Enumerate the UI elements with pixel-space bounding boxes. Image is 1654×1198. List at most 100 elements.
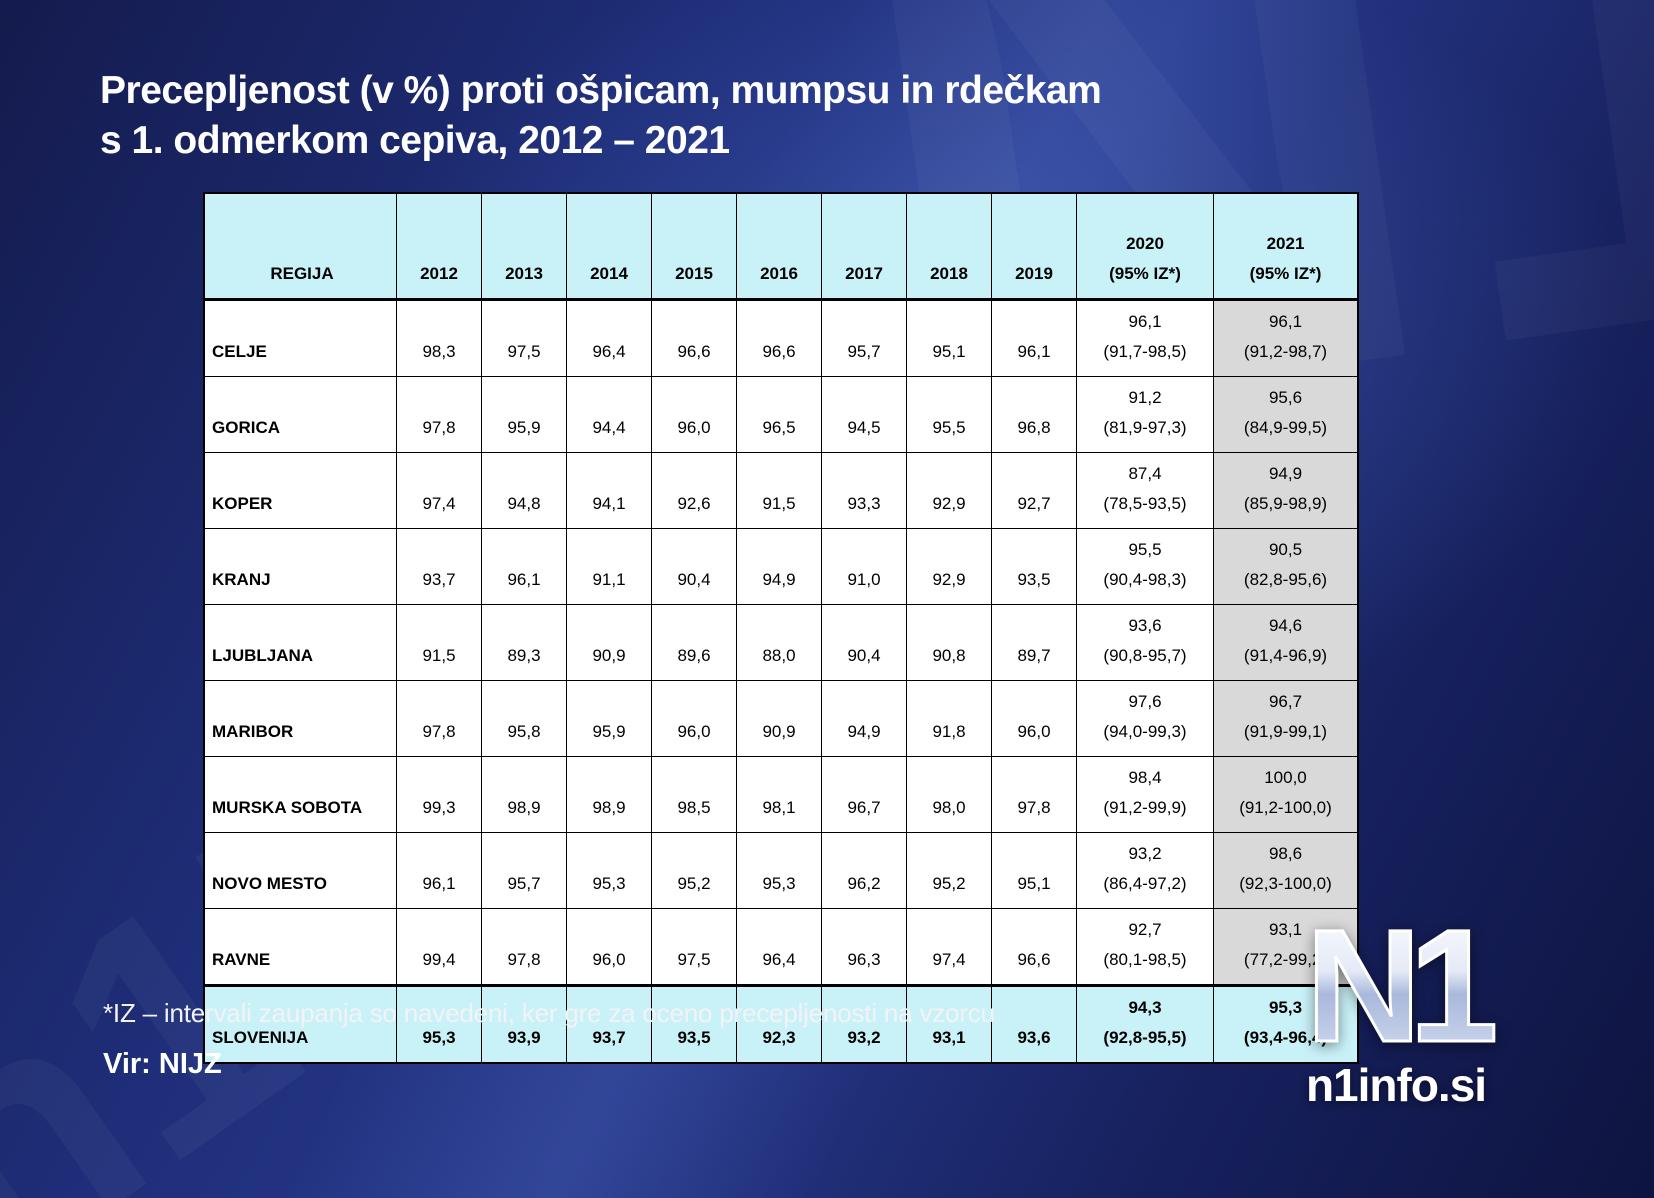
value-cell: 94,4 xyxy=(566,376,652,453)
vaccination-coverage-table: REGIJA 2012 2013 2014 2015 2016 2017 2018 2019 20… xyxy=(203,192,1359,1064)
cell-value-line: 93,2 xyxy=(1128,844,1162,863)
table-row: LJUBLJANA 91,5 89,3 90,9 89,6 88,0 90,4 90,8 89,… xyxy=(203,604,1359,681)
value-cell: 93,1 xyxy=(906,984,992,1064)
cell-value-line: 96,7 xyxy=(1268,692,1303,711)
value-cell: 96,1 xyxy=(991,299,1077,377)
ci-cell: 96,1 (91,2-98,7) xyxy=(1213,299,1359,377)
cell-value-line: 87,4 xyxy=(1128,464,1162,483)
value-cell: 94,9 xyxy=(736,528,822,605)
region-cell: MARIBOR xyxy=(203,680,397,757)
cell-value-line: 95,5 xyxy=(1128,540,1162,559)
cell-ci-line: (86,4-97,2) xyxy=(1103,874,1187,893)
cell-ci-line: (93,4-96,4) xyxy=(1243,1028,1328,1047)
value-cell: 90,4 xyxy=(651,528,737,605)
value-cell: 95,7 xyxy=(481,832,567,909)
value-cell: 95,7 xyxy=(821,299,907,377)
cell-value-line: 90,5 xyxy=(1268,540,1303,559)
region-cell: SLOVENIJA xyxy=(203,984,397,1064)
value-cell: 96,0 xyxy=(991,680,1077,757)
value-cell: 89,7 xyxy=(991,604,1077,681)
cell-ci-line: (94,0-99,3) xyxy=(1103,722,1187,741)
value-cell: 89,3 xyxy=(481,604,567,681)
table-row: KOPER 97,4 94,8 94,1 92,6 91,5 93,3 92,9 92,7 87,… xyxy=(203,452,1359,529)
ci-cell: 96,1 (91,7-98,5) xyxy=(1076,299,1214,377)
value-cell: 90,8 xyxy=(906,604,992,681)
title-line-2: s 1. odmerkom cepiva, 2012 – 2021 xyxy=(100,119,730,162)
cell-ci-line: (91,7-98,5) xyxy=(1103,342,1187,361)
cell-value-line: 97,6 xyxy=(1128,692,1162,711)
value-cell: 96,6 xyxy=(991,908,1077,986)
value-cell: 90,9 xyxy=(566,604,652,681)
cell-ci-line: (90,4-98,3) xyxy=(1103,570,1187,589)
value-cell: 98,5 xyxy=(651,756,737,833)
column-header-region: REGIJA xyxy=(203,192,397,301)
cell-value-line: 98,6 xyxy=(1268,844,1303,863)
page-title: Precepljenost (v %) proti ošpicam, mumps… xyxy=(100,66,1102,166)
cell-ci-line: (77,2-99,2) xyxy=(1243,950,1328,969)
ci-cell: 92,7 (80,1-98,5) xyxy=(1076,908,1214,986)
cell-value-line: 93,1 xyxy=(1268,920,1303,939)
cell-ci-line: (81,9-97,3) xyxy=(1103,418,1187,437)
value-cell: 95,2 xyxy=(906,832,992,909)
value-cell: 92,3 xyxy=(736,984,822,1064)
table-row: MARIBOR 97,8 95,8 95,9 96,0 90,9 94,9 91,8 96,0 9… xyxy=(203,680,1359,757)
table-row: NOVO MESTO 96,1 95,7 95,3 95,2 95,3 96,2 95,2 95… xyxy=(203,832,1359,909)
value-cell: 95,9 xyxy=(566,680,652,757)
cell-value-line: 100,0 xyxy=(1264,768,1307,787)
value-cell: 95,2 xyxy=(651,832,737,909)
value-cell: 97,4 xyxy=(906,908,992,986)
n1-site-url: n1info.si xyxy=(1305,1059,1487,1111)
value-cell: 95,3 xyxy=(736,832,822,909)
cell-ci-line: (95% IZ*) xyxy=(1109,264,1181,283)
cell-value-line: 93,6 xyxy=(1128,616,1162,635)
table-row: RAVNE 99,4 97,8 96,0 97,5 96,4 96,3 97,4 96,6 92,… xyxy=(203,908,1359,986)
column-header-year: 2016 xyxy=(736,192,822,301)
ci-cell: 95,5 (90,4-98,3) xyxy=(1076,528,1214,605)
value-cell: 96,4 xyxy=(736,908,822,986)
cell-ci-line: (85,9-98,9) xyxy=(1243,494,1328,513)
value-cell: 93,5 xyxy=(651,984,737,1064)
cell-value-line: 95,3 xyxy=(1268,998,1303,1017)
cell-value-line: 94,9 xyxy=(1268,464,1303,483)
value-cell: 89,6 xyxy=(651,604,737,681)
column-header-year: 2019 xyxy=(991,192,1077,301)
ci-cell: 98,4 (91,2-99,9) xyxy=(1076,756,1214,833)
cell-ci-line: (84,9-99,5) xyxy=(1243,418,1328,437)
value-cell: 96,2 xyxy=(821,832,907,909)
value-cell: 94,8 xyxy=(481,452,567,529)
cell-value-line: 92,7 xyxy=(1128,920,1162,939)
value-cell: 90,4 xyxy=(821,604,907,681)
value-cell: 95,1 xyxy=(906,299,992,377)
value-cell: 92,6 xyxy=(651,452,737,529)
value-cell: 93,5 xyxy=(991,528,1077,605)
value-cell: 93,6 xyxy=(991,984,1077,1064)
value-cell: 97,8 xyxy=(481,908,567,986)
region-cell: GORICA xyxy=(203,376,397,453)
value-cell: 93,2 xyxy=(821,984,907,1064)
ci-cell: 93,6 (90,8-95,7) xyxy=(1076,604,1214,681)
source-credit: Vir: NIJZ xyxy=(103,1048,222,1080)
value-cell: 94,9 xyxy=(821,680,907,757)
cell-value-line: 94,6 xyxy=(1268,616,1303,635)
value-cell: 93,7 xyxy=(396,528,482,605)
region-cell: CELJE xyxy=(203,299,397,377)
ci-cell: 98,6 (92,3-100,0) xyxy=(1213,832,1359,909)
value-cell: 95,5 xyxy=(906,376,992,453)
ci-cell: 94,6 (91,4-96,9) xyxy=(1213,604,1359,681)
value-cell: 95,3 xyxy=(396,984,482,1064)
value-cell: 95,3 xyxy=(566,832,652,909)
value-cell: 96,7 xyxy=(821,756,907,833)
cell-value-line: 2020 xyxy=(1126,234,1164,253)
value-cell: 96,6 xyxy=(651,299,737,377)
value-cell: 95,9 xyxy=(481,376,567,453)
table-row: CELJE 98,3 97,5 96,4 96,6 96,6 95,7 95,1 96,1 96,… xyxy=(203,299,1359,377)
column-header-year: 2014 xyxy=(566,192,652,301)
cell-ci-line: (91,2-99,9) xyxy=(1103,798,1187,817)
column-header-year: 2013 xyxy=(481,192,567,301)
value-cell: 96,4 xyxy=(566,299,652,377)
value-cell: 99,4 xyxy=(396,908,482,986)
table-row: MURSKA SOBOTA 99,3 98,9 98,9 98,5 98,1 96,7 98,… xyxy=(203,756,1359,833)
ci-cell: 94,3 (92,8-95,5) xyxy=(1076,984,1214,1064)
column-header-col2020: 2020 (95% IZ*) xyxy=(1076,192,1214,301)
